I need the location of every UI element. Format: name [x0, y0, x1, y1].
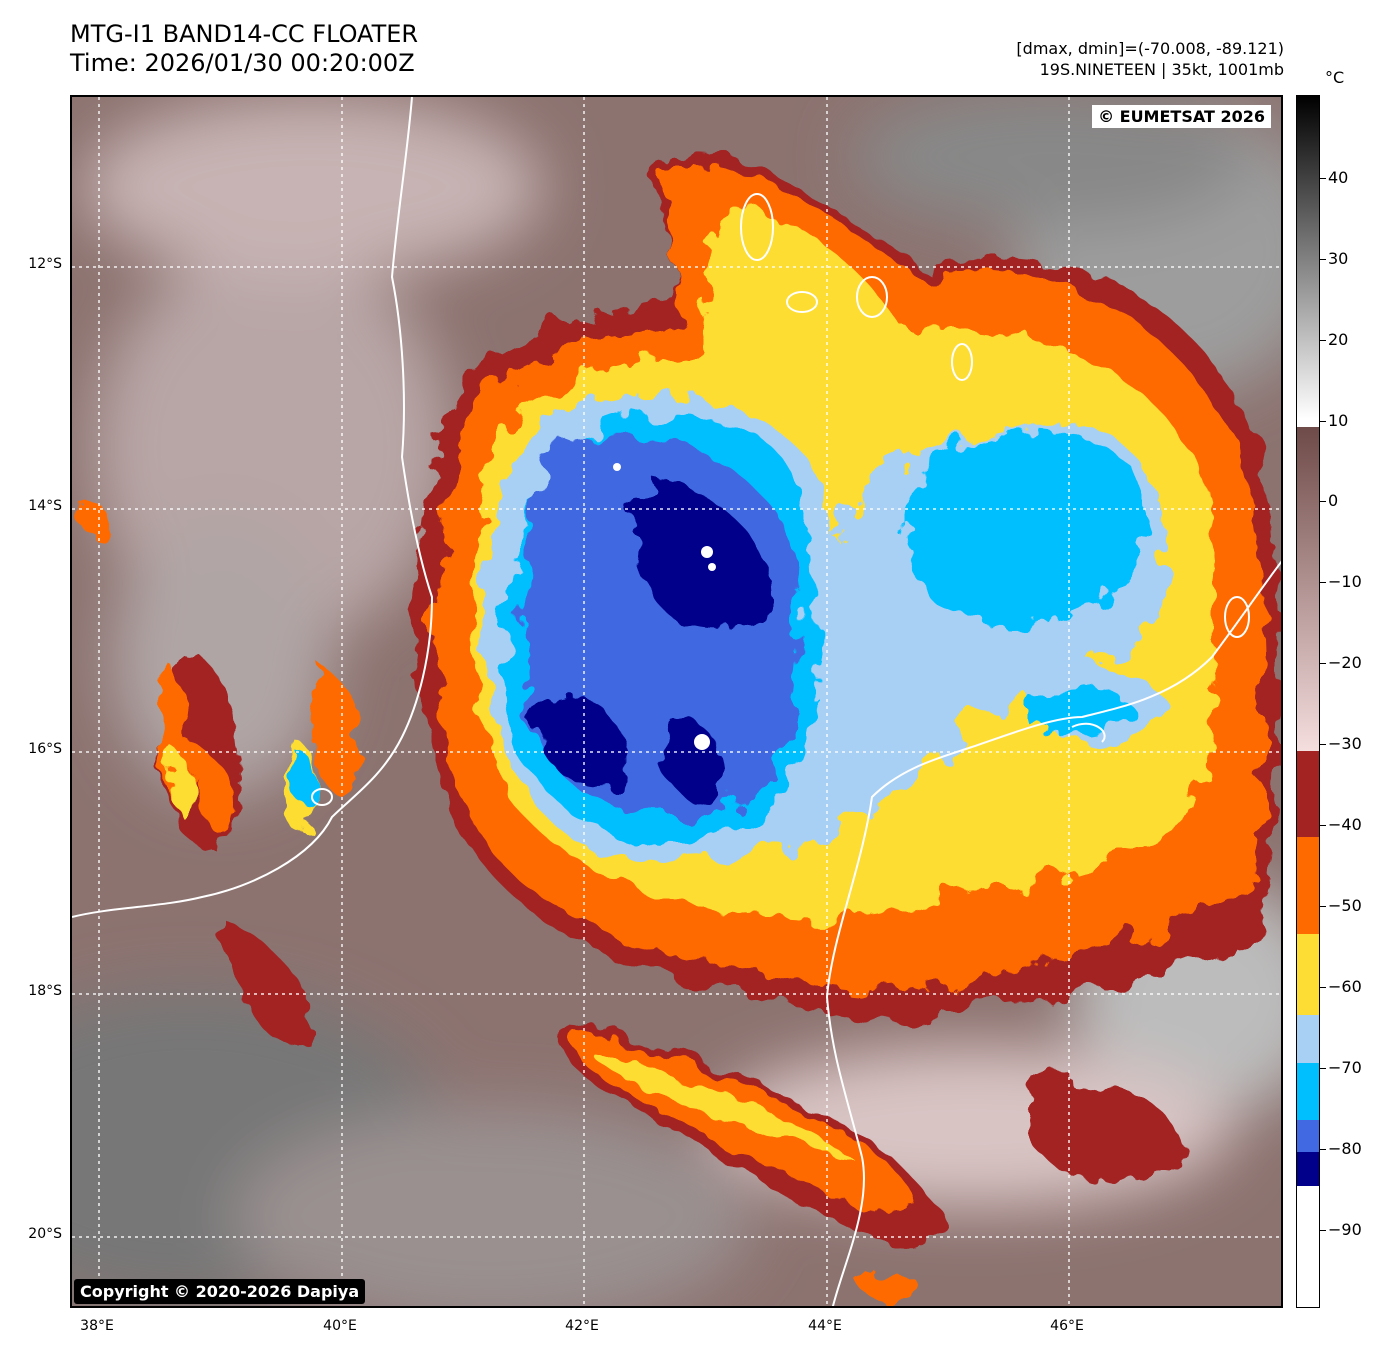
- colorbar-tick: [1320, 421, 1326, 422]
- lon-label-40e: 40°E: [323, 1318, 357, 1334]
- lon-label-42e: 42°E: [565, 1318, 599, 1334]
- colorbar-tick: [1320, 906, 1326, 907]
- lat-label-14s: 14°S: [28, 498, 62, 514]
- colorbar-label-20: 20: [1328, 330, 1349, 349]
- colorbar-label-minus20: −20: [1328, 653, 1362, 672]
- coldest-white-pixels: [613, 463, 716, 750]
- colorbar-tick: [1320, 340, 1326, 341]
- title-time: Time: 2026/01/30 00:20:00Z: [70, 49, 415, 77]
- lon-label-46e: 46°E: [1050, 1318, 1084, 1334]
- colorbar-label-minus50: −50: [1328, 896, 1362, 915]
- colorbar-tick: [1320, 1068, 1326, 1069]
- colorbar-tick: [1320, 1149, 1326, 1150]
- dapiya-copyright-badge: Copyright © 2020-2026 Dapiya: [74, 1279, 366, 1304]
- colorbar-tick: [1320, 1230, 1326, 1231]
- colorbar-label-0: 0: [1328, 491, 1339, 510]
- colorbar-tick: [1320, 744, 1326, 745]
- colorbar-label-minus60: −60: [1328, 977, 1362, 996]
- colorbar-tick: [1320, 178, 1326, 179]
- colorbar-label-minus70: −70: [1328, 1058, 1362, 1077]
- colorbar-label-minus90: −90: [1328, 1220, 1362, 1239]
- title-product: MTG-I1 BAND14-CC FLOATER: [70, 20, 419, 48]
- satellite-imagery: [72, 97, 1281, 1306]
- colorbar-label-minus80: −80: [1328, 1139, 1362, 1158]
- colorbar-tick: [1320, 987, 1326, 988]
- satellite-map: © EUMETSAT 2026 Copyright © 2020-2026 Da…: [70, 95, 1283, 1308]
- chart-title: MTG-I1 BAND14-CC FLOATER Time: 2026/01/3…: [70, 20, 418, 78]
- lat-label-16s: 16°S: [28, 741, 62, 757]
- gridlines: [72, 97, 1281, 1306]
- colorbar-label-30: 30: [1328, 249, 1349, 268]
- coastlines: [72, 97, 1281, 1306]
- lat-label-12s: 12°S: [28, 256, 62, 272]
- lon-label-38e: 38°E: [80, 1318, 114, 1334]
- colorbar-label-minus10: −10: [1328, 572, 1362, 591]
- storm-metadata: [dmax, dmin]=(-70.008, -89.121) 19S.NINE…: [1016, 38, 1284, 80]
- lon-label-44e: 44°E: [808, 1318, 842, 1334]
- colorbar-unit: °C: [1325, 68, 1345, 87]
- colorbar-label-minus30: −30: [1328, 734, 1362, 753]
- storm-info: 19S.NINETEEN | 35kt, 1001mb: [1039, 60, 1284, 79]
- colorbar-tick: [1320, 582, 1326, 583]
- colorbar-label-minus40: −40: [1328, 815, 1362, 834]
- colorbar-label-10: 10: [1328, 411, 1349, 430]
- colorbar-tick: [1320, 501, 1326, 502]
- lat-label-18s: 18°S: [28, 983, 62, 999]
- colorbar-gradient: [1297, 96, 1319, 1307]
- colorbar-tick: [1320, 663, 1326, 664]
- colorbar: [1296, 95, 1320, 1308]
- lat-label-20s: 20°S: [28, 1226, 62, 1242]
- colorbar-label-40: 40: [1328, 168, 1349, 187]
- colorbar-tick: [1320, 259, 1326, 260]
- dmax-dmin-readout: [dmax, dmin]=(-70.008, -89.121): [1016, 39, 1284, 58]
- colorbar-tick: [1320, 825, 1326, 826]
- eumetsat-copyright-badge: © EUMETSAT 2026: [1092, 105, 1271, 128]
